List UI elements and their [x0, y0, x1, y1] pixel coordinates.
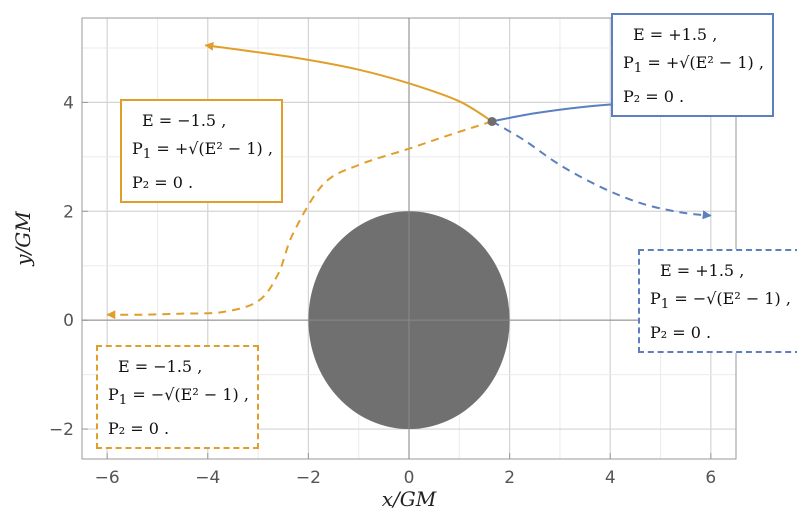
y-tick-label: −2 — [49, 420, 74, 440]
annotation-p2: P₂ = 0 . — [132, 173, 194, 193]
annotation-p1: P1 = −√(E² − 1) , — [108, 385, 249, 409]
x-tick-label: 2 — [504, 468, 515, 488]
trajectory-dashed-blue — [491, 120, 712, 220]
annotation-energy: E = −1.5 , — [142, 111, 227, 130]
annotation-dashed-orange: E = −1.5 , P1 = −√(E² − 1) , P₂ = 0 . — [96, 345, 259, 450]
annotation-energy: E = +1.5 , — [660, 261, 745, 280]
x-tick-label: −6 — [95, 468, 120, 488]
x-tick-label: 4 — [605, 468, 616, 488]
annotation-energy: E = +1.5 , — [633, 25, 718, 44]
x-tick-label: 6 — [705, 468, 716, 488]
annotation-p2: P₂ = 0 . — [650, 323, 712, 343]
trajectory-dashed-orange — [106, 120, 493, 320]
annotation-dashed-blue: E = +1.5 , P1 = −√(E² − 1) , P₂ = 0 . — [638, 249, 797, 354]
x-tick-label: −4 — [195, 468, 220, 488]
annotation-p1: P1 = +√(E² − 1) , — [132, 139, 273, 163]
annotation-p1: P1 = +√(E² − 1) , — [623, 53, 764, 77]
x-axis-label: x/GM — [382, 487, 437, 511]
annotation-solid-blue: E = +1.5 , P1 = +√(E² − 1) , P₂ = 0 . — [611, 13, 774, 118]
x-tick-label: 0 — [404, 468, 415, 488]
annotation-p2: P₂ = 0 . — [108, 419, 170, 439]
trajectory-solid-orange — [204, 41, 493, 123]
y-axis-label: y/GM — [11, 211, 35, 267]
annotation-p2: P₂ = 0 . — [623, 87, 685, 107]
tick-labels: −6 −4 −2 0 2 4 6 −2 0 2 4 — [49, 93, 716, 488]
zero-axes — [82, 18, 736, 459]
annotation-solid-orange: E = −1.5 , P1 = +√(E² − 1) , P₂ = 0 . — [120, 99, 283, 204]
x-tick-label: −2 — [296, 468, 321, 488]
y-tick-label: 4 — [63, 93, 74, 113]
start-point — [487, 116, 497, 126]
annotation-energy: E = −1.5 , — [118, 357, 203, 376]
y-tick-label: 0 — [63, 311, 74, 331]
y-tick-label: 2 — [63, 202, 74, 222]
annotation-p1: P1 = −√(E² − 1) , — [650, 289, 791, 313]
